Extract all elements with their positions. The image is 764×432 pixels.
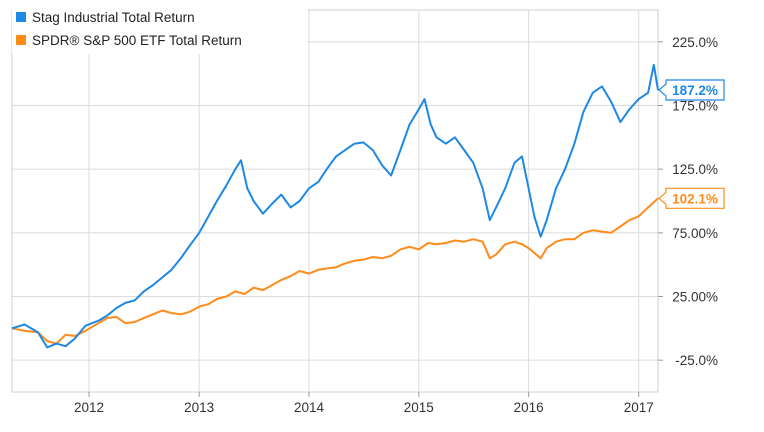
end-labels: 187.2% 102.1% [658, 79, 725, 209]
y-tick-label: 75.00% [672, 226, 718, 241]
y-tick-label: 175.0% [672, 99, 718, 114]
y-tick-label: 125.0% [672, 162, 718, 177]
legend-label-stag: Stag Industrial Total Return [32, 10, 195, 25]
legend-background [12, 6, 308, 54]
y-tick-label: 25.00% [672, 290, 718, 305]
x-axis: 2012 2013 2014 2015 2016 2017 [74, 392, 654, 415]
legend-swatch-stag [16, 12, 26, 22]
series-line-spdr [11, 197, 659, 345]
y-axis: -25.0% 25.00% 75.00% 125.0% 175.0% 225.0% [658, 35, 718, 368]
x-tick-label: 2015 [404, 400, 434, 415]
series-line-stag [11, 63, 659, 349]
end-label-box [658, 187, 725, 209]
end-label-stag: 187.2% [658, 79, 725, 101]
end-label-value: 187.2% [672, 83, 718, 98]
end-label-value: 102.1% [672, 191, 718, 206]
legend-swatch-spdr [16, 35, 26, 45]
end-label-spdr: 102.1% [658, 187, 725, 209]
x-tick-label: 2016 [514, 400, 544, 415]
x-tick-label: 2012 [74, 400, 104, 415]
y-tick-label: -25.0% [675, 353, 718, 368]
x-tick-label: 2014 [294, 400, 325, 415]
end-label-box [658, 79, 725, 101]
x-tick-label: 2013 [184, 400, 214, 415]
y-tick-label: 225.0% [672, 35, 718, 50]
plot-frame [11, 9, 659, 393]
x-tick-label: 2017 [624, 400, 654, 415]
legend: Stag Industrial Total Return SPDR® S&P 5… [12, 6, 308, 54]
series-layer [11, 63, 659, 349]
legend-label-spdr: SPDR® S&P 500 ETF Total Return [32, 33, 242, 48]
